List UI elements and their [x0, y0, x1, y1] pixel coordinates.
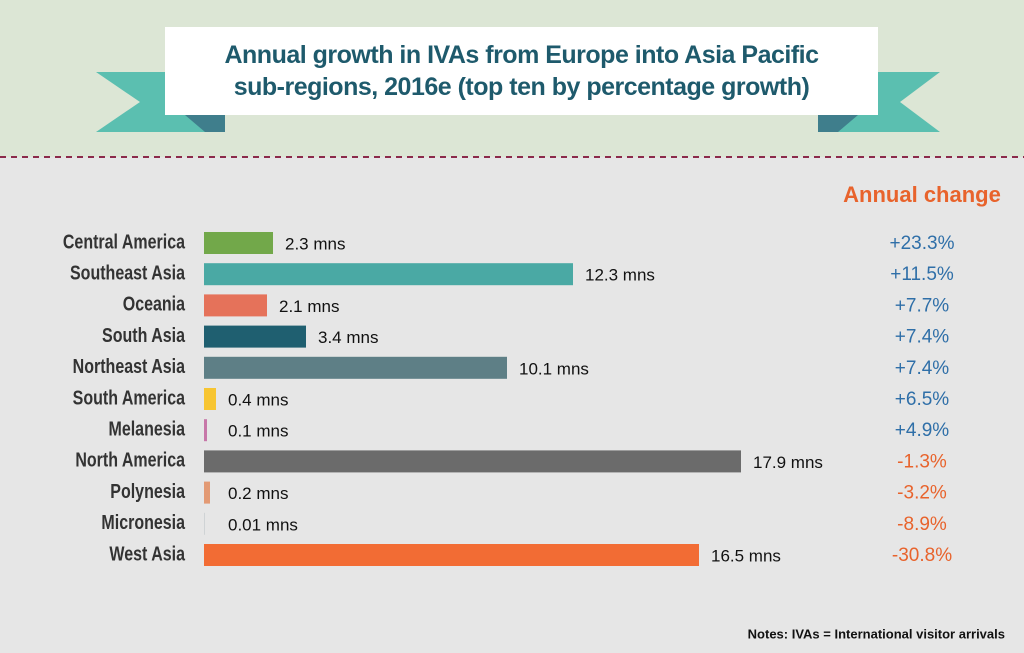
title-box: [165, 27, 878, 115]
value-label: 2.3 mns: [285, 234, 345, 253]
bar: [204, 325, 306, 348]
change-label: -30.8%: [892, 545, 952, 566]
bar: [204, 450, 741, 473]
bar: [204, 294, 267, 317]
category-label: South America: [73, 387, 186, 409]
chart-title: Annual growth in IVAs from Europe into A…: [224, 41, 819, 101]
value-label: 0.01 mns: [228, 515, 298, 534]
change-label: -8.9%: [897, 514, 947, 535]
value-label: 10.1 mns: [519, 359, 589, 378]
change-label: +4.9%: [895, 420, 950, 441]
ribbon-fold-left: [185, 115, 225, 132]
value-label: 2.1 mns: [279, 297, 339, 316]
value-label: 16.5 mns: [711, 546, 781, 565]
bar: [204, 232, 273, 254]
bar: [204, 419, 207, 442]
category-label: Oceania: [123, 293, 186, 315]
change-label: +7.7%: [895, 295, 950, 316]
bar: [204, 356, 507, 379]
note: Notes: IVAs = International visitor arri…: [748, 626, 1005, 641]
value-label: 12.3 mns: [585, 266, 655, 285]
value-label: 17.9 mns: [753, 453, 823, 472]
category-label: Melanesia: [109, 418, 186, 440]
category-label: Micronesia: [101, 511, 185, 533]
bar: [204, 544, 699, 566]
category-label: North America: [75, 449, 185, 471]
change-label: +7.4%: [895, 327, 950, 348]
change-label: -3.2%: [897, 483, 947, 504]
category-label: Northeast Asia: [73, 355, 186, 377]
body-background: [0, 157, 1024, 653]
value-label: 0.4 mns: [228, 390, 288, 409]
change-label: +11.5%: [890, 264, 954, 285]
bar: [204, 388, 216, 410]
bar: [204, 481, 210, 504]
value-label: 0.1 mns: [228, 422, 288, 441]
value-label: 0.2 mns: [228, 484, 288, 503]
category-label: Polynesia: [110, 480, 186, 502]
change-label: +6.5%: [895, 389, 950, 410]
change-label: -1.3%: [897, 451, 947, 472]
change-header: Annual change: [843, 182, 1001, 207]
bar: [204, 263, 573, 286]
change-label: +23.3%: [890, 233, 955, 254]
category-label: West Asia: [109, 543, 185, 565]
category-label: Central America: [63, 231, 186, 253]
change-label: +7.4%: [895, 358, 950, 379]
ribbon-fold-right: [818, 115, 858, 132]
value-label: 3.4 mns: [318, 328, 378, 347]
category-label: South Asia: [102, 324, 186, 346]
category-label: Southeast Asia: [70, 262, 186, 284]
